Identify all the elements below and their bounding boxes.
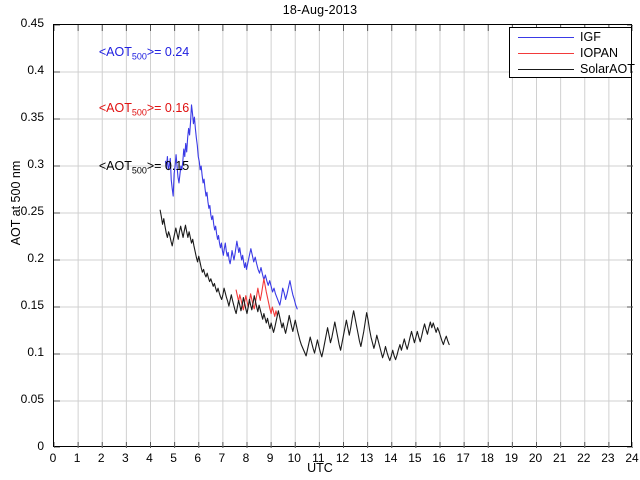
y-tick-label: 0.05 (20, 392, 44, 406)
x-tick-label: 0 (49, 451, 57, 465)
series-line-igf (164, 104, 298, 310)
annotation-subscript: 500 (131, 107, 147, 118)
x-tick-label: 8 (242, 451, 250, 465)
y-tick-label: 0.3 (27, 157, 44, 171)
legend-swatch-line (518, 69, 574, 70)
annotation-value: >= 0.24 (146, 45, 190, 60)
legend-label: IGF (580, 30, 601, 44)
legend-item-igf[interactable]: IGF (510, 29, 633, 46)
y-tick-label: 0.4 (27, 63, 44, 77)
y-tick-label: 0.2 (27, 251, 44, 265)
mean-aot-annotation: <AOT500>= 0.16 (99, 101, 189, 118)
x-tick-label: 18 (480, 451, 494, 465)
y-tick-label: 0.1 (27, 345, 44, 359)
legend-item-solaraot[interactable]: SolarAOT (510, 61, 635, 78)
legend-swatch-line (518, 53, 574, 54)
annotation-value: >= 0.16 (146, 101, 190, 116)
x-tick-label: 4 (146, 451, 153, 465)
x-tick-label: 3 (122, 451, 129, 465)
plot-area (53, 24, 633, 448)
x-tick-label: 10 (287, 451, 301, 465)
x-tick-label: 23 (601, 451, 615, 465)
plot-canvas (54, 25, 633, 448)
y-tick-label: 0.15 (20, 298, 44, 312)
x-tick-label: 14 (384, 451, 398, 465)
chart-title: 18-Aug-2013 (282, 3, 358, 17)
y-tick-label: 0.45 (20, 16, 44, 30)
annotation-value: >= 0.15 (146, 158, 190, 173)
series-line-solaraot (159, 209, 450, 362)
mean-aot-annotation: <AOT500>= 0.24 (99, 45, 189, 62)
annotation-subscript: 500 (131, 165, 147, 176)
x-tick-label: 17 (456, 451, 470, 465)
x-tick-label: 15 (408, 451, 422, 465)
x-tick-label: 6 (194, 451, 202, 465)
x-tick-label: 7 (218, 451, 226, 465)
x-tick-label: 19 (504, 451, 519, 465)
annotation-prefix: <AOT (98, 158, 132, 173)
x-tick-label: 12 (335, 451, 350, 465)
y-tick-label: 0.35 (20, 110, 44, 124)
x-tick-label: 1 (73, 451, 81, 465)
x-tick-label: 16 (432, 451, 446, 465)
annotation-prefix: <AOT (98, 101, 132, 116)
x-tick-label: 5 (170, 451, 177, 465)
series-line-iopan (235, 278, 278, 317)
legend-item-iopan[interactable]: IOPAN (510, 45, 633, 62)
y-tick-label: 0.25 (20, 204, 44, 218)
x-tick-label: 13 (359, 451, 374, 465)
x-tick-label: 9 (266, 451, 274, 465)
legend-box: IGF IOPAN SolarAOT (509, 27, 635, 78)
x-tick-label: 21 (552, 451, 567, 465)
annotation-subscript: 500 (131, 51, 147, 62)
x-tick-label: 11 (312, 451, 325, 465)
x-tick-label: 2 (97, 451, 105, 465)
x-tick-label: 20 (528, 451, 543, 465)
mean-aot-annotation: <AOT500>= 0.15 (99, 159, 189, 176)
y-tick-label: 0 (37, 439, 44, 453)
x-tick-label: 22 (577, 451, 591, 465)
legend-label: IOPAN (580, 46, 618, 60)
annotation-prefix: <AOT (98, 45, 132, 60)
legend-label: SolarAOT (580, 62, 635, 76)
x-axis-label: UTC (307, 461, 333, 475)
legend-swatch-line (518, 37, 574, 38)
x-tick-label: 24 (625, 451, 639, 465)
